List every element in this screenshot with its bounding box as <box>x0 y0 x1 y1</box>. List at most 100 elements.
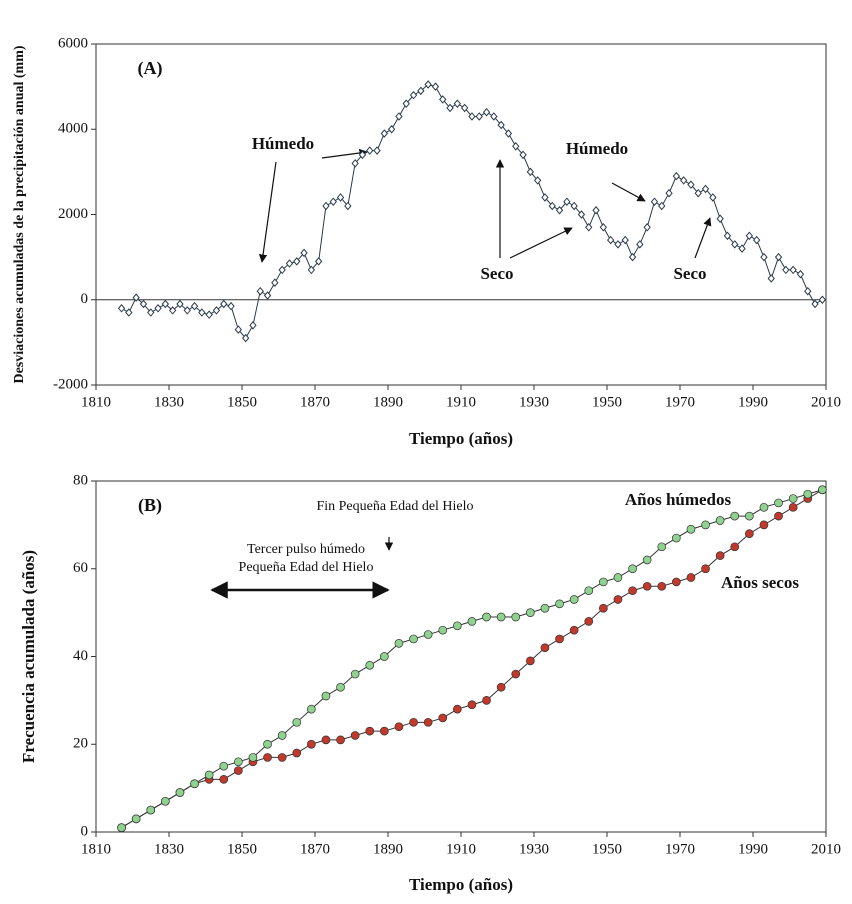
y-tick-label: 4000 <box>58 121 88 137</box>
data-point <box>657 581 667 591</box>
data-point <box>657 542 667 552</box>
data-point <box>569 625 579 635</box>
x-tick-label: 1970 <box>665 394 695 410</box>
data-point <box>329 197 337 206</box>
data-point <box>730 511 740 521</box>
x-tick-label: 1930 <box>519 394 549 410</box>
data-point <box>431 82 440 91</box>
data-point <box>350 731 360 740</box>
data-point <box>643 223 651 232</box>
annotation: Tercer pulso húmedo <box>247 542 365 557</box>
y-tick-label: 40 <box>73 648 88 664</box>
data-point <box>161 299 170 309</box>
data-point <box>161 796 170 806</box>
y-tick-label: 0 <box>81 823 89 839</box>
data-point <box>336 193 345 202</box>
annotation: Pequeña Edad del Hielo <box>239 560 374 575</box>
x-tick-label: 1850 <box>227 841 257 857</box>
annotation: Seco <box>673 264 706 283</box>
data-point <box>219 761 229 771</box>
data-point <box>671 533 681 543</box>
data-point <box>190 301 199 311</box>
data-point <box>555 634 564 644</box>
data-point <box>293 257 301 266</box>
data-point <box>438 713 448 723</box>
data-point <box>723 231 732 241</box>
data-point <box>365 726 375 736</box>
data-point <box>665 188 673 198</box>
data-point <box>125 308 133 317</box>
data-point <box>307 704 316 714</box>
x-tick-label: 1950 <box>592 841 622 857</box>
data-point <box>424 80 432 89</box>
data-point <box>380 726 389 736</box>
data-point <box>570 201 578 211</box>
data-point <box>541 193 549 202</box>
panel-label: (B) <box>138 495 162 516</box>
data-point <box>227 301 235 311</box>
data-point <box>716 214 724 224</box>
x-axis-title: Tiempo (años) <box>409 875 513 894</box>
data-point <box>271 278 279 287</box>
data-point <box>738 244 746 253</box>
data-point <box>453 621 462 631</box>
data-point <box>642 581 652 591</box>
data-point <box>380 652 389 661</box>
data-point <box>759 502 769 512</box>
data-point <box>650 197 659 206</box>
data-point <box>366 146 374 155</box>
data-point <box>307 265 316 275</box>
x-tick-label: 1830 <box>154 841 184 857</box>
data-point <box>220 299 228 309</box>
y-tick-label: 60 <box>73 560 88 576</box>
x-tick-label: 2010 <box>811 394 841 410</box>
data-point <box>322 201 330 211</box>
data-point <box>577 210 586 219</box>
data-point <box>154 304 162 313</box>
x-tick-label: 1990 <box>738 394 768 410</box>
data-point <box>300 248 308 258</box>
x-tick-label: 1990 <box>738 841 768 857</box>
data-point <box>278 265 286 275</box>
arrows <box>210 148 712 599</box>
data-point <box>212 306 221 315</box>
data-point <box>818 295 827 305</box>
data-point <box>817 485 827 495</box>
x-tick-label: 1810 <box>81 841 111 857</box>
data-point <box>701 520 710 530</box>
data-point <box>248 753 258 762</box>
y-tick-label: 80 <box>73 472 88 488</box>
data-point <box>759 520 769 530</box>
data-point <box>525 656 535 666</box>
data-point <box>292 748 302 758</box>
data-point <box>584 586 594 596</box>
x-tick-label: 1830 <box>154 394 184 410</box>
data-point <box>234 766 243 775</box>
x-axis-title: Tiempo (años) <box>409 429 513 448</box>
x-tick-label: 1970 <box>665 841 695 857</box>
x-tick-label: 2010 <box>811 841 841 857</box>
data-point <box>598 603 608 613</box>
data-point <box>380 129 389 138</box>
data-point <box>183 306 191 315</box>
x-tick-label: 1890 <box>373 394 403 410</box>
data-point <box>687 180 695 189</box>
data-point <box>642 555 652 565</box>
x-tick-label: 1910 <box>446 394 476 410</box>
data-point <box>394 722 404 732</box>
data-point <box>439 95 447 104</box>
data-point <box>350 669 360 679</box>
y-tick-label: 20 <box>73 736 88 752</box>
data-point <box>146 805 156 815</box>
data-point <box>715 551 725 560</box>
data-point <box>606 235 615 245</box>
y-axis-title: Desviaciones acumuladas de la precipitac… <box>12 45 27 383</box>
data-point <box>395 112 403 121</box>
data-point <box>636 240 644 249</box>
data-point <box>117 823 126 832</box>
data-point <box>548 201 556 211</box>
data-point <box>438 625 448 635</box>
panel-label: (A) <box>138 58 163 79</box>
y-tick-label: 6000 <box>58 35 88 51</box>
